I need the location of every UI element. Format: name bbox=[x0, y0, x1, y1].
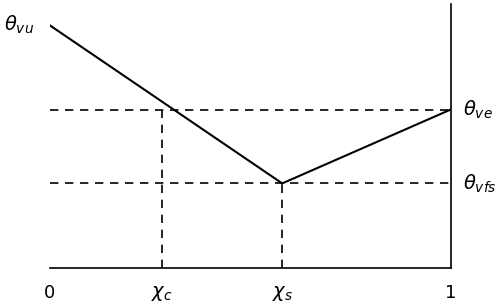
Text: $\chi_s$: $\chi_s$ bbox=[272, 284, 293, 303]
Text: 0: 0 bbox=[44, 284, 56, 302]
Text: $\theta_{vu}$: $\theta_{vu}$ bbox=[4, 14, 34, 36]
Text: 1: 1 bbox=[445, 284, 456, 302]
Text: $\theta_{vfs}$: $\theta_{vfs}$ bbox=[462, 172, 496, 195]
Text: $\theta_{ve}$: $\theta_{ve}$ bbox=[462, 99, 492, 121]
Text: $\chi_c$: $\chi_c$ bbox=[151, 284, 173, 303]
